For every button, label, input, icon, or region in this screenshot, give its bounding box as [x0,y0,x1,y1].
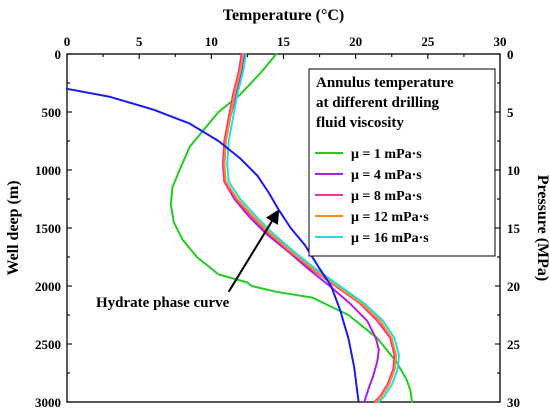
x-tick-label: 25 [421,34,435,49]
y-right-tick-label: 20 [507,279,520,294]
y-right-tick-label: 25 [507,337,521,352]
y-left-tick-label: 500 [42,105,62,120]
legend: Annulus temperature at different drillin… [308,68,496,257]
y-right-tick-label: 0 [507,47,514,62]
y-left-tick-label: 2000 [35,279,61,294]
y-right-tick-label: 10 [507,163,520,178]
y-left-tick-label: 0 [55,47,62,62]
axes: 0 5 10 15 20 25 300500100015002000250030000510… [5,7,550,410]
x-axis-title: Temperature (°C) [223,7,344,24]
series-line-3 [223,53,398,403]
annotation-label: Hydrate phase curve [96,295,230,311]
y-right-tick-label: 30 [507,395,520,410]
series-line-4 [226,53,400,403]
x-tick-label: 30 [494,34,507,49]
series-layer [66,53,413,403]
legend-entry-4: μ = 16 mPa·s [351,231,429,246]
series-line-5 [66,87,360,403]
legend-entry-0: μ = 1 mPa·s [351,147,422,162]
y-left-tick-label: 1500 [35,221,61,236]
y-left-axis-title: Well deep (m) [5,180,22,275]
y-left-tick-label: 3000 [35,395,61,410]
x-tick-label: 20 [349,34,362,49]
legend-entry-1: μ = 4 mPa·s [351,168,422,183]
legend-entry-2: μ = 8 mPa·s [351,189,422,204]
legend-title-line: at different drilling [316,95,440,111]
y-left-tick-label: 2500 [35,337,61,352]
legend-entry-3: μ = 12 mPa·s [351,210,429,225]
legend-title-line: Annulus temperature [316,75,454,91]
x-tick-label: 15 [277,34,291,49]
y-right-tick-label: 15 [507,221,521,236]
x-tick-label: 5 [136,34,143,49]
legend-title-line: fluid viscosity [316,115,404,131]
y-right-axis-title: Pressure (MPa) [534,175,550,281]
annotation-arrow [227,209,280,293]
legend-box [308,68,496,257]
series-line-0 [169,53,413,403]
y-right-tick-label: 5 [507,105,514,120]
y-left-tick-label: 1000 [35,163,61,178]
x-tick-label: 0 [64,34,71,49]
annotation: Hydrate phase curve [96,209,280,311]
x-tick-label: 10 [205,34,218,49]
